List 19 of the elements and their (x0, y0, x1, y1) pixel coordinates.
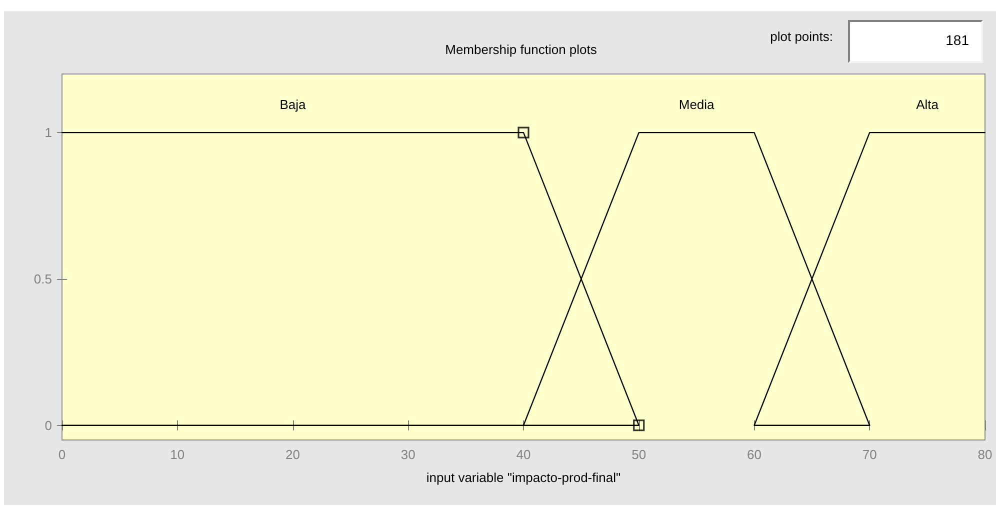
y-tick-label: 0 (44, 418, 52, 433)
y-tick-label: 1 (44, 125, 52, 140)
text: plot points: (769, 29, 833, 44)
x-tick-label: 20 (286, 447, 300, 462)
x-tick-label: 60 (747, 447, 762, 462)
series-label: Alta (916, 97, 940, 112)
series-label: Media (678, 97, 716, 112)
x-tick-label: 70 (862, 447, 877, 462)
x-tick-label: 30 (400, 447, 416, 462)
x-tick-label: 50 (632, 447, 646, 462)
x-tick-label: 10 (170, 447, 185, 462)
chart-title: Membership function plots (445, 42, 598, 57)
y-tick-label: 0.5 (34, 271, 52, 286)
x-tick-label: 0 (58, 447, 66, 462)
series-label: Baja (280, 97, 307, 112)
x-tick-label: 80 (978, 447, 992, 462)
x-tick-label: 40 (516, 447, 531, 462)
x-axis-title: input variable "impacto-prod-final" (426, 470, 621, 485)
text-field: 181 (848, 20, 983, 63)
